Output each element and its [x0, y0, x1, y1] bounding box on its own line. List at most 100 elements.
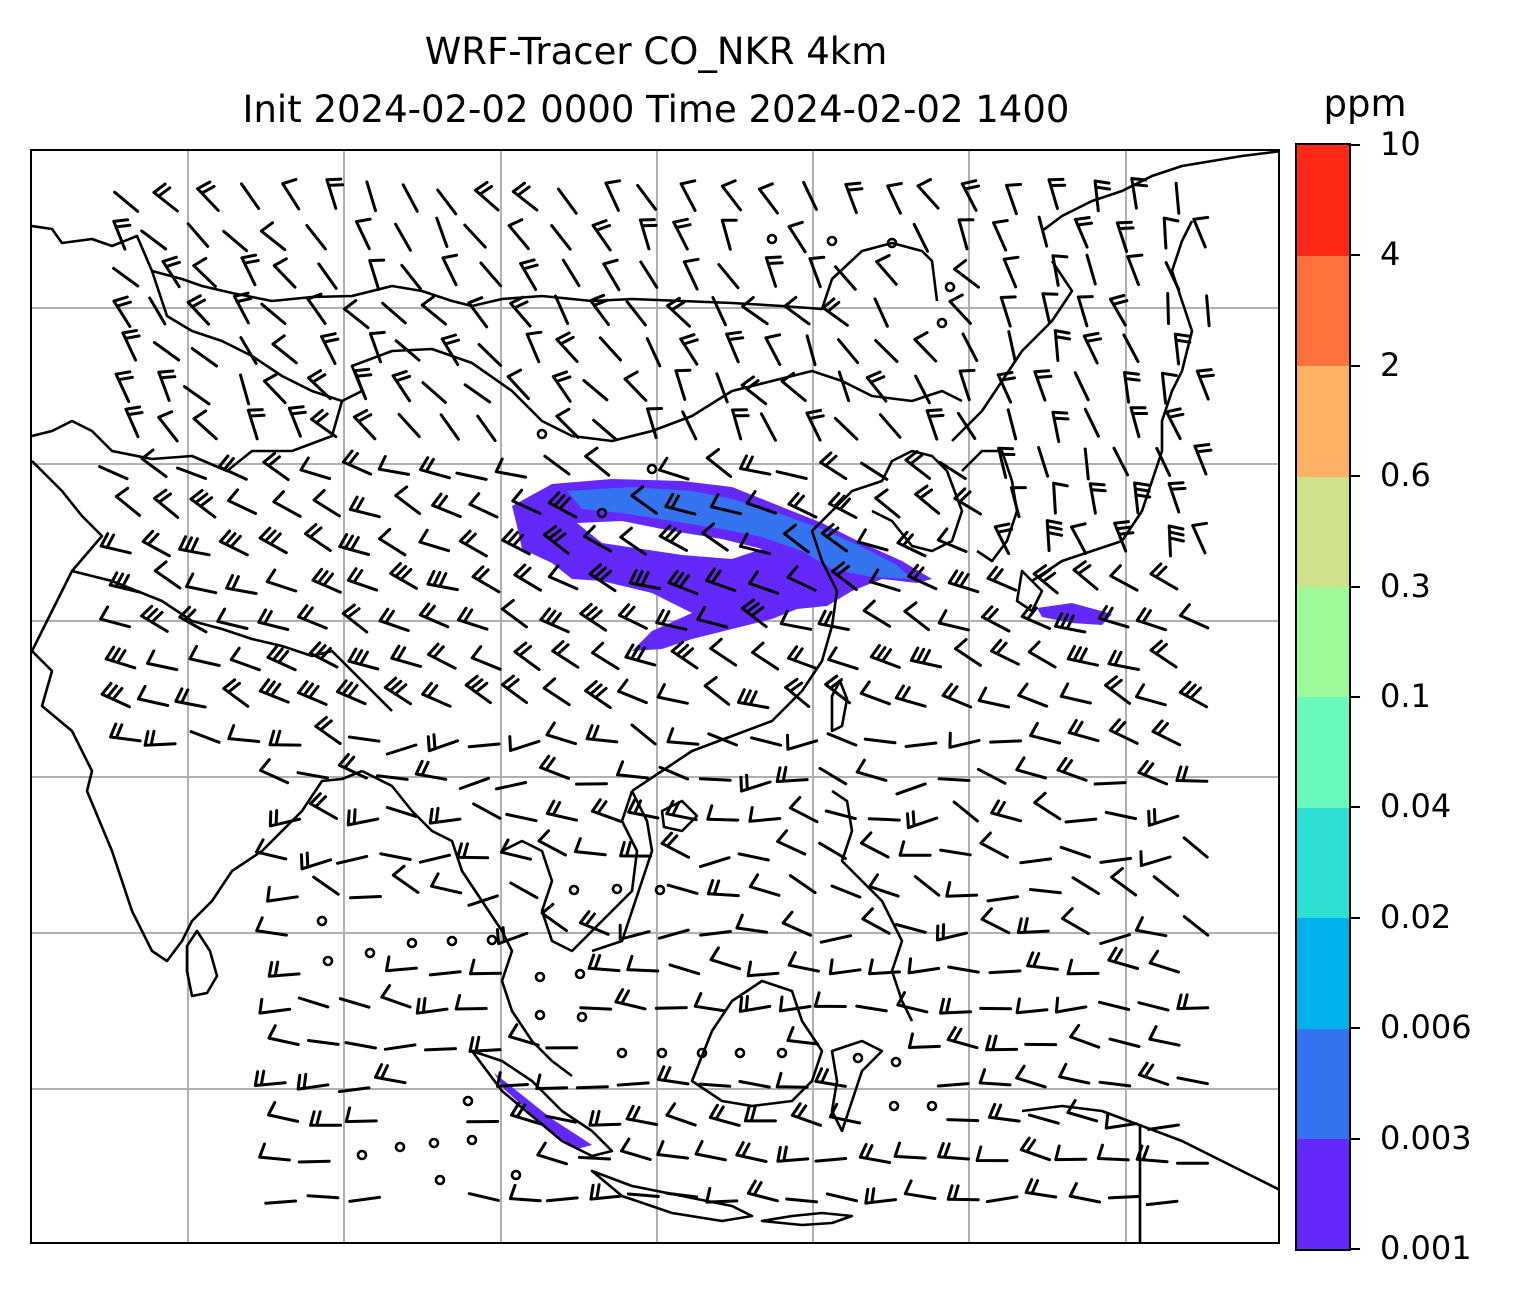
- colorbar-tick-label: 0.003: [1380, 1118, 1472, 1157]
- wind-barb: [307, 369, 332, 401]
- colorbar-segment: [1297, 586, 1349, 698]
- wind-barb: [421, 681, 452, 708]
- colorbar-tick-label: 4: [1380, 235, 1401, 274]
- wind-barb: [1082, 331, 1103, 365]
- wind-barb: [299, 851, 333, 871]
- wind-barb: [509, 881, 539, 900]
- wind-barb: [308, 641, 339, 669]
- wind-barb: [1054, 996, 1088, 1014]
- wind-barb: [267, 1024, 300, 1046]
- wind-barb: [479, 261, 503, 288]
- border-west: [32, 460, 104, 652]
- wind-barb: [956, 411, 977, 440]
- wind-barb: [1167, 481, 1187, 514]
- wind-barb: [157, 410, 179, 443]
- wind-barb: [1026, 951, 1059, 971]
- wind-barb: [819, 451, 848, 481]
- wind-barb: [378, 527, 407, 557]
- wind-barb: [1139, 850, 1172, 868]
- wind-barb: [1037, 446, 1050, 478]
- wind-barb: [735, 1141, 768, 1163]
- wind-barb: [428, 970, 462, 977]
- wind-barb: [1073, 216, 1094, 249]
- map-gridlines: [32, 151, 1278, 1242]
- wind-barb: [824, 809, 857, 821]
- wind-barb: [907, 1032, 941, 1049]
- colorbar-segment: [1297, 145, 1349, 256]
- wind-barb: [253, 1069, 287, 1087]
- wind-barb: [378, 607, 410, 633]
- wind-barb: [344, 1041, 377, 1050]
- wind-barb: [782, 523, 810, 554]
- wind-barb: [1070, 522, 1088, 555]
- wind-barb: [420, 295, 447, 326]
- calm-marker: [568, 884, 580, 896]
- wind-barb: [664, 492, 697, 516]
- wind-barb: [750, 736, 783, 747]
- wind-barb: [1126, 253, 1144, 287]
- wind-barb: [1193, 443, 1213, 476]
- wind-barb: [217, 454, 248, 481]
- border-mongolia: [150, 270, 963, 443]
- colorbar-tick: [1351, 1137, 1360, 1140]
- wind-barb: [157, 369, 177, 402]
- wind-barb: [239, 373, 251, 406]
- wind-barb: [394, 222, 412, 252]
- wind-barb: [628, 568, 662, 590]
- wind-barb: [108, 571, 141, 594]
- wind-barb: [229, 646, 261, 672]
- wind-barb: [513, 641, 541, 671]
- wind-barb: [499, 838, 532, 861]
- wind-barb: [740, 375, 768, 406]
- wind-barb: [189, 730, 221, 744]
- wind-barb: [547, 564, 579, 591]
- wind-barb: [1160, 371, 1178, 405]
- wind-barb: [1033, 791, 1062, 821]
- wind-barb: [140, 448, 168, 479]
- wind-barb: [709, 493, 743, 516]
- wind-barb: [987, 1102, 1021, 1123]
- wind-barb: [240, 253, 260, 287]
- wind-barb: [1085, 253, 1097, 286]
- wind-barb: [670, 640, 699, 670]
- wind-barb: [467, 894, 499, 907]
- wind-barb: [958, 368, 976, 402]
- wind-barb: [190, 347, 219, 368]
- wind-barb: [863, 737, 897, 745]
- wind-barb: [907, 957, 941, 975]
- wind-barb: [878, 413, 902, 439]
- wind-barb: [658, 765, 690, 781]
- wind-barb: [1068, 1182, 1102, 1204]
- wind-barb: [1002, 255, 1020, 289]
- wind-barb: [463, 383, 492, 404]
- wind-barb: [1083, 447, 1090, 481]
- wind-barb: [961, 332, 979, 363]
- wind-barb: [354, 217, 372, 251]
- colorbar-tick: [1351, 364, 1360, 367]
- wind-barb: [545, 1196, 579, 1203]
- wind-barb: [141, 529, 171, 558]
- wind-barb: [844, 181, 864, 215]
- wind-barb: [701, 522, 729, 552]
- wind-barb: [551, 640, 580, 669]
- wind-barb: [886, 182, 903, 215]
- wind-barb: [1037, 215, 1049, 248]
- wind-barb: [617, 678, 648, 705]
- wind-barb: [660, 831, 691, 859]
- wind-barb: [1135, 1144, 1169, 1164]
- wind-barb: [1005, 182, 1022, 216]
- wind-barb: [706, 804, 740, 822]
- wind-barb: [787, 492, 818, 519]
- wind-barb: [505, 812, 538, 823]
- wind-barb: [297, 1159, 331, 1164]
- wind-barb: [941, 682, 973, 709]
- wind-barb: [264, 1199, 298, 1205]
- wind-barb: [916, 178, 940, 210]
- calm-marker: [852, 1052, 864, 1064]
- wind-barb: [947, 569, 980, 594]
- calm-marker: [826, 235, 838, 247]
- wind-barb: [775, 1071, 809, 1089]
- wind-barb: [947, 965, 980, 974]
- wind-barb: [1029, 721, 1062, 745]
- wind-barb: [385, 955, 418, 973]
